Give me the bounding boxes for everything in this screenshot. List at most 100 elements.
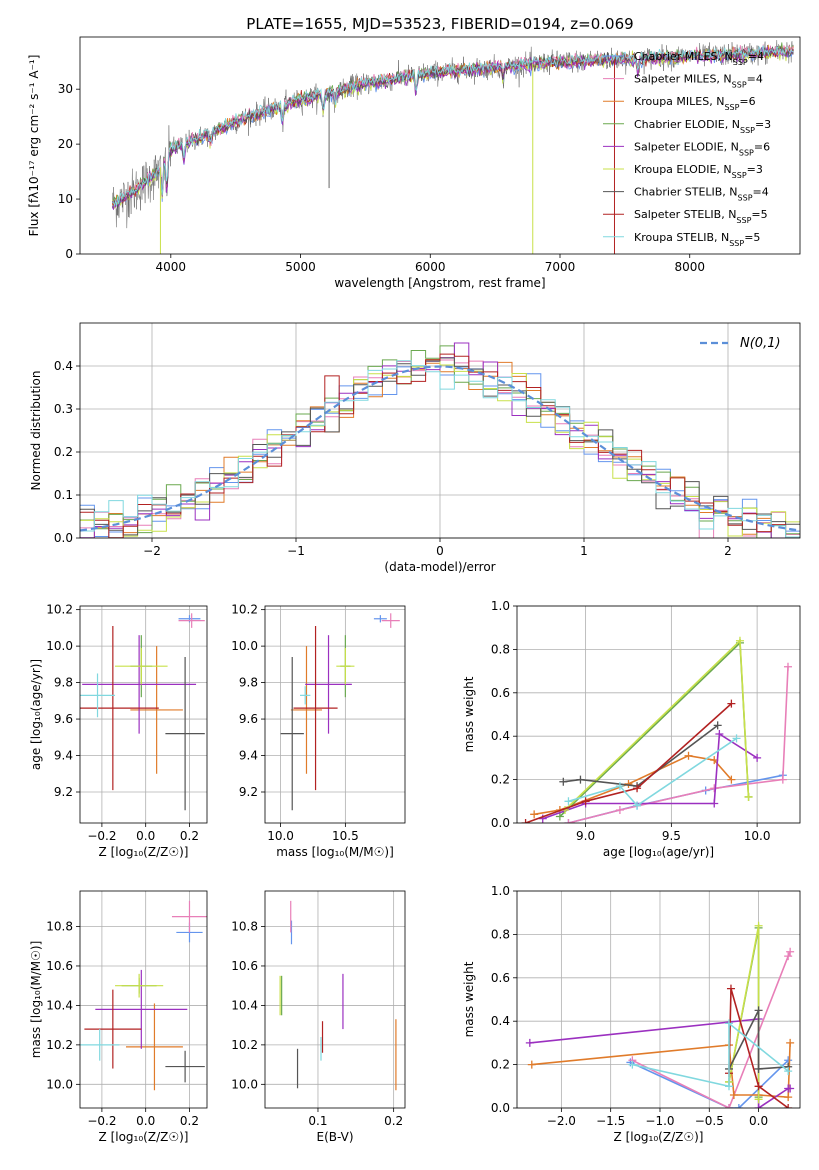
weight-marker bbox=[715, 730, 724, 739]
legend-sub: SSP bbox=[729, 238, 744, 247]
weight-marker bbox=[525, 1038, 534, 1047]
legend-label: Kroupa STELIB, NSSP=5 bbox=[634, 231, 760, 248]
x-tick-label: −0.2 bbox=[87, 829, 116, 843]
legend-sub: SSP bbox=[740, 125, 755, 134]
plot-frame bbox=[264, 890, 406, 1109]
y-tick-label: 9.8 bbox=[239, 676, 258, 690]
x-tick-label: 0 bbox=[436, 544, 444, 558]
weight-marker bbox=[725, 1082, 734, 1091]
y-tick-label: 10.0 bbox=[46, 639, 73, 653]
y-tick-label: 0.8 bbox=[491, 642, 510, 656]
legend-value: =5 bbox=[751, 208, 767, 221]
x-tick-label: −1.0 bbox=[645, 1114, 674, 1128]
weight-marker bbox=[726, 984, 735, 993]
weight-marker bbox=[754, 1095, 763, 1104]
weight-marker bbox=[633, 784, 642, 793]
y-tick-label: 10.0 bbox=[231, 1077, 258, 1091]
weight-marker bbox=[527, 1060, 536, 1069]
weight-marker bbox=[727, 699, 736, 708]
y-tick-label: 0.4 bbox=[491, 1014, 510, 1028]
weight-marker bbox=[576, 775, 585, 784]
legend-label: Salpeter STELIB, NSSP=5 bbox=[634, 208, 768, 225]
legend-label: Kroupa MILES, NSSP=6 bbox=[634, 95, 756, 112]
weight-marker bbox=[732, 734, 741, 743]
legend-value: =3 bbox=[747, 163, 763, 176]
x-tick-label: −1.5 bbox=[596, 1114, 625, 1128]
legend-value: =5 bbox=[744, 231, 760, 244]
weight-marker bbox=[778, 775, 787, 784]
y-tick-label: 10.4 bbox=[46, 998, 73, 1012]
legend-label: N(0,1) bbox=[740, 336, 781, 351]
weight-marker bbox=[754, 921, 763, 930]
y-tick-label: 10.6 bbox=[46, 959, 73, 973]
x-axis-label: wavelength [Angstrom, rest frame] bbox=[334, 276, 545, 290]
weight-marker bbox=[628, 1060, 637, 1069]
y-tick-label: 10.0 bbox=[46, 1077, 73, 1091]
x-tick-label: 9.0 bbox=[576, 829, 595, 843]
x-tick-label: 0.0 bbox=[136, 1114, 155, 1128]
weight-marker bbox=[564, 819, 573, 823]
weight-marker bbox=[684, 751, 693, 760]
y-axis-label: mass [log₁₀(M/M☉)] bbox=[29, 941, 43, 1059]
x-tick-label: 9.5 bbox=[662, 829, 681, 843]
y-tick-label: 10.2 bbox=[231, 1038, 258, 1052]
x-tick-label: 0.0 bbox=[136, 829, 155, 843]
x-axis-label: Z [log₁₀(Z/Z☉)] bbox=[99, 1130, 189, 1144]
plot-frame bbox=[79, 322, 801, 539]
weight-marker bbox=[784, 952, 793, 961]
weight-line bbox=[559, 641, 750, 818]
legend-label: Chabrier STELIB, NSSP=4 bbox=[634, 186, 769, 203]
spectrum-model-line bbox=[112, 45, 794, 207]
y-tick-label: 10.2 bbox=[46, 603, 73, 617]
weight-line bbox=[728, 988, 789, 1108]
weight-marker bbox=[559, 777, 568, 786]
weight-marker bbox=[754, 1006, 763, 1015]
weight-line bbox=[525, 703, 732, 823]
y-tick-label: 9.2 bbox=[239, 785, 258, 799]
weight-marker bbox=[555, 812, 564, 821]
y-axis-label: mass weight bbox=[462, 961, 476, 1037]
legend-sub: SSP bbox=[732, 80, 747, 89]
weight-marker bbox=[753, 753, 762, 762]
y-tick-label: 9.2 bbox=[54, 785, 73, 799]
x-axis-label: age [log₁₀(age/yr)] bbox=[603, 845, 714, 859]
x-tick-label: 1 bbox=[580, 544, 588, 558]
legend-sub: SSP bbox=[724, 103, 739, 112]
figure-title: PLATE=1655, MJD=53523, FIBERID=0194, z=0… bbox=[246, 15, 633, 33]
x-tick-label: 10.5 bbox=[332, 829, 359, 843]
scatter-points bbox=[279, 900, 397, 1091]
x-tick-label: 10.0 bbox=[744, 829, 771, 843]
y-tick-label: 20 bbox=[58, 137, 73, 151]
x-tick-label: −0.2 bbox=[87, 1114, 116, 1128]
spectrum-lines bbox=[112, 40, 794, 254]
legend-sub: SSP bbox=[739, 148, 754, 157]
legend-value: =6 bbox=[754, 140, 770, 153]
legend-sub: SSP bbox=[732, 171, 747, 180]
weight-line bbox=[632, 1021, 789, 1088]
legend-value: =6 bbox=[739, 95, 755, 108]
weight-series bbox=[525, 921, 795, 1108]
y-tick-label: 0.8 bbox=[491, 927, 510, 941]
scatter-points bbox=[80, 613, 205, 811]
weight-marker bbox=[710, 799, 719, 808]
spectrum-model-line bbox=[112, 45, 794, 209]
x-axis-label: E(B-V) bbox=[316, 1130, 353, 1144]
y-tick-label: 9.4 bbox=[54, 749, 73, 763]
x-tick-label: 6000 bbox=[415, 260, 446, 274]
y-tick-label: 0.2 bbox=[491, 1058, 510, 1072]
weight-marker bbox=[624, 779, 633, 788]
y-tick-label: 10.0 bbox=[231, 639, 258, 653]
plot-frame bbox=[516, 890, 801, 1109]
y-tick-label: 0.1 bbox=[54, 488, 73, 502]
x-tick-label: −2.0 bbox=[547, 1114, 576, 1128]
weight-marker bbox=[581, 797, 590, 806]
weight-marker bbox=[530, 810, 539, 819]
x-axis-label: Z [log₁₀(Z/Z☉)] bbox=[99, 845, 189, 859]
y-tick-label: 0.3 bbox=[54, 402, 73, 416]
legend-value: =4 bbox=[747, 73, 763, 86]
weight-marker bbox=[735, 636, 744, 645]
y-axis-label: Flux [fλ10⁻¹⁷ erg cm⁻² s⁻¹ A⁻¹] bbox=[27, 55, 41, 237]
x-tick-label: 7000 bbox=[545, 260, 576, 274]
scatter-points bbox=[80, 900, 207, 1091]
y-tick-label: 0.2 bbox=[491, 773, 510, 787]
